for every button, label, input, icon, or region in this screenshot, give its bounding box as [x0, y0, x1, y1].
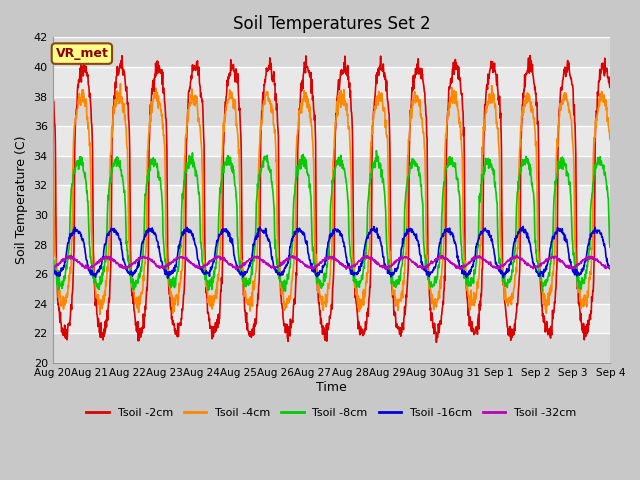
Bar	[52, 274, 611, 304]
Tsoil -16cm	[519, 224, 527, 229]
Text: VR_met: VR_met	[56, 47, 108, 60]
Tsoil -4cm	[49, 139, 56, 145]
Tsoil -2cm	[159, 90, 167, 96]
Line: Tsoil -4cm: Tsoil -4cm	[52, 84, 610, 314]
Y-axis label: Soil Temperature (C): Soil Temperature (C)	[15, 136, 28, 264]
Tsoil -8cm	[173, 273, 180, 278]
Tsoil -8cm	[606, 244, 614, 250]
Tsoil -8cm	[541, 282, 548, 288]
Tsoil -4cm	[236, 178, 244, 184]
Tsoil -4cm	[419, 124, 426, 130]
Tsoil -2cm	[491, 68, 499, 74]
Tsoil -16cm	[606, 264, 614, 270]
Tsoil -2cm	[433, 339, 440, 345]
Tsoil -8cm	[418, 196, 426, 202]
Line: Tsoil -32cm: Tsoil -32cm	[52, 255, 610, 269]
Tsoil -16cm	[164, 275, 172, 281]
Bar	[52, 334, 611, 363]
Tsoil -4cm	[116, 81, 124, 86]
Tsoil -8cm	[159, 232, 167, 238]
Tsoil -4cm	[173, 297, 181, 302]
Bar	[52, 37, 611, 67]
Bar	[52, 304, 611, 334]
Tsoil -32cm	[308, 266, 316, 272]
Bar	[52, 156, 611, 185]
Bar	[52, 215, 611, 245]
Tsoil -4cm	[541, 302, 548, 308]
Bar	[52, 67, 611, 96]
X-axis label: Time: Time	[316, 381, 347, 394]
Tsoil -32cm	[541, 260, 548, 265]
Tsoil -32cm	[491, 264, 499, 270]
Tsoil -32cm	[173, 255, 180, 261]
Bar	[52, 126, 611, 156]
Tsoil -32cm	[606, 265, 614, 271]
Tsoil -2cm	[526, 53, 534, 59]
Title: Soil Temperatures Set 2: Soil Temperatures Set 2	[233, 15, 430, 33]
Line: Tsoil -2cm: Tsoil -2cm	[52, 56, 610, 342]
Tsoil -4cm	[492, 101, 499, 107]
Tsoil -2cm	[418, 66, 426, 72]
Tsoil -32cm	[159, 265, 167, 271]
Bar	[52, 245, 611, 274]
Tsoil -32cm	[49, 264, 56, 270]
Bar	[52, 185, 611, 215]
Bar	[52, 96, 611, 126]
Tsoil -16cm	[491, 253, 499, 259]
Tsoil -2cm	[606, 84, 614, 90]
Tsoil -2cm	[235, 100, 243, 106]
Tsoil -8cm	[372, 148, 380, 154]
Tsoil -2cm	[173, 330, 180, 336]
Tsoil -4cm	[96, 312, 104, 317]
Tsoil -32cm	[418, 266, 426, 272]
Tsoil -16cm	[159, 264, 167, 270]
Legend: Tsoil -2cm, Tsoil -4cm, Tsoil -8cm, Tsoil -16cm, Tsoil -32cm: Tsoil -2cm, Tsoil -4cm, Tsoil -8cm, Tsoi…	[82, 404, 581, 422]
Tsoil -4cm	[160, 132, 168, 138]
Tsoil -16cm	[236, 270, 243, 276]
Line: Tsoil -16cm: Tsoil -16cm	[52, 227, 610, 278]
Tsoil -32cm	[513, 252, 520, 258]
Tsoil -8cm	[49, 254, 56, 260]
Tsoil -16cm	[418, 262, 426, 267]
Tsoil -32cm	[235, 265, 243, 271]
Tsoil -2cm	[49, 89, 56, 95]
Tsoil -16cm	[541, 269, 548, 275]
Tsoil -16cm	[173, 256, 181, 262]
Tsoil -4cm	[606, 137, 614, 143]
Tsoil -8cm	[539, 288, 547, 294]
Tsoil -2cm	[541, 316, 548, 322]
Tsoil -8cm	[235, 257, 243, 263]
Line: Tsoil -8cm: Tsoil -8cm	[52, 151, 610, 291]
Tsoil -16cm	[49, 267, 56, 273]
Tsoil -8cm	[491, 184, 499, 190]
